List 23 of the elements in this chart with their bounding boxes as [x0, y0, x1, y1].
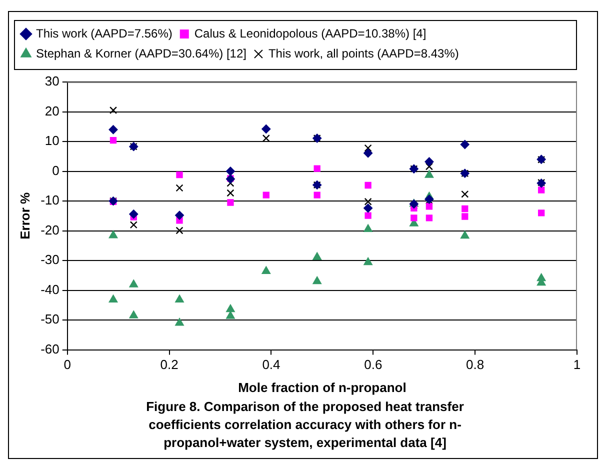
y-tick-label: 20: [44, 103, 60, 118]
y-tick-label: -10: [40, 192, 60, 208]
y-tick-label: -30: [40, 252, 60, 268]
caption: Figure 8. Comparison of the proposed heat transfer coefficients correlation accuracy with others for n-propanol+water system, experimental data [4]: [145, 398, 465, 452]
x-tick-label: 0.6: [364, 357, 382, 372]
x-tick-label: 0.2: [160, 357, 178, 372]
y-tick-label: -50: [40, 312, 60, 327]
x-axis-title: Mole fraction of n-propanol: [238, 380, 406, 395]
y-tick-label: -60: [40, 341, 60, 356]
x-tick-label: 0.4: [262, 357, 280, 372]
y-tick-label: 0: [52, 162, 60, 178]
y-tick-label: 10: [44, 133, 60, 148]
y-tick-label: 30: [44, 74, 60, 89]
legend-label: Calus & Leonidopolous (AAPD=10.38%) [4]: [194, 26, 426, 40]
y-axis-title: Error %: [17, 192, 32, 240]
legend-label: Stephan & Korner (AAPD=30.64%) [12]: [36, 46, 246, 60]
legend-label: This work, all points (AAPD=8.43%): [268, 46, 459, 60]
x-tick-label: 1: [573, 357, 581, 372]
legend-label: This work (AAPD=7.56%): [36, 26, 172, 40]
x-tick-label: 0: [64, 357, 72, 372]
y-tick-label: -20: [40, 222, 60, 238]
x-tick-label: 0.8: [466, 357, 484, 372]
y-tick-label: -40: [40, 282, 60, 297]
